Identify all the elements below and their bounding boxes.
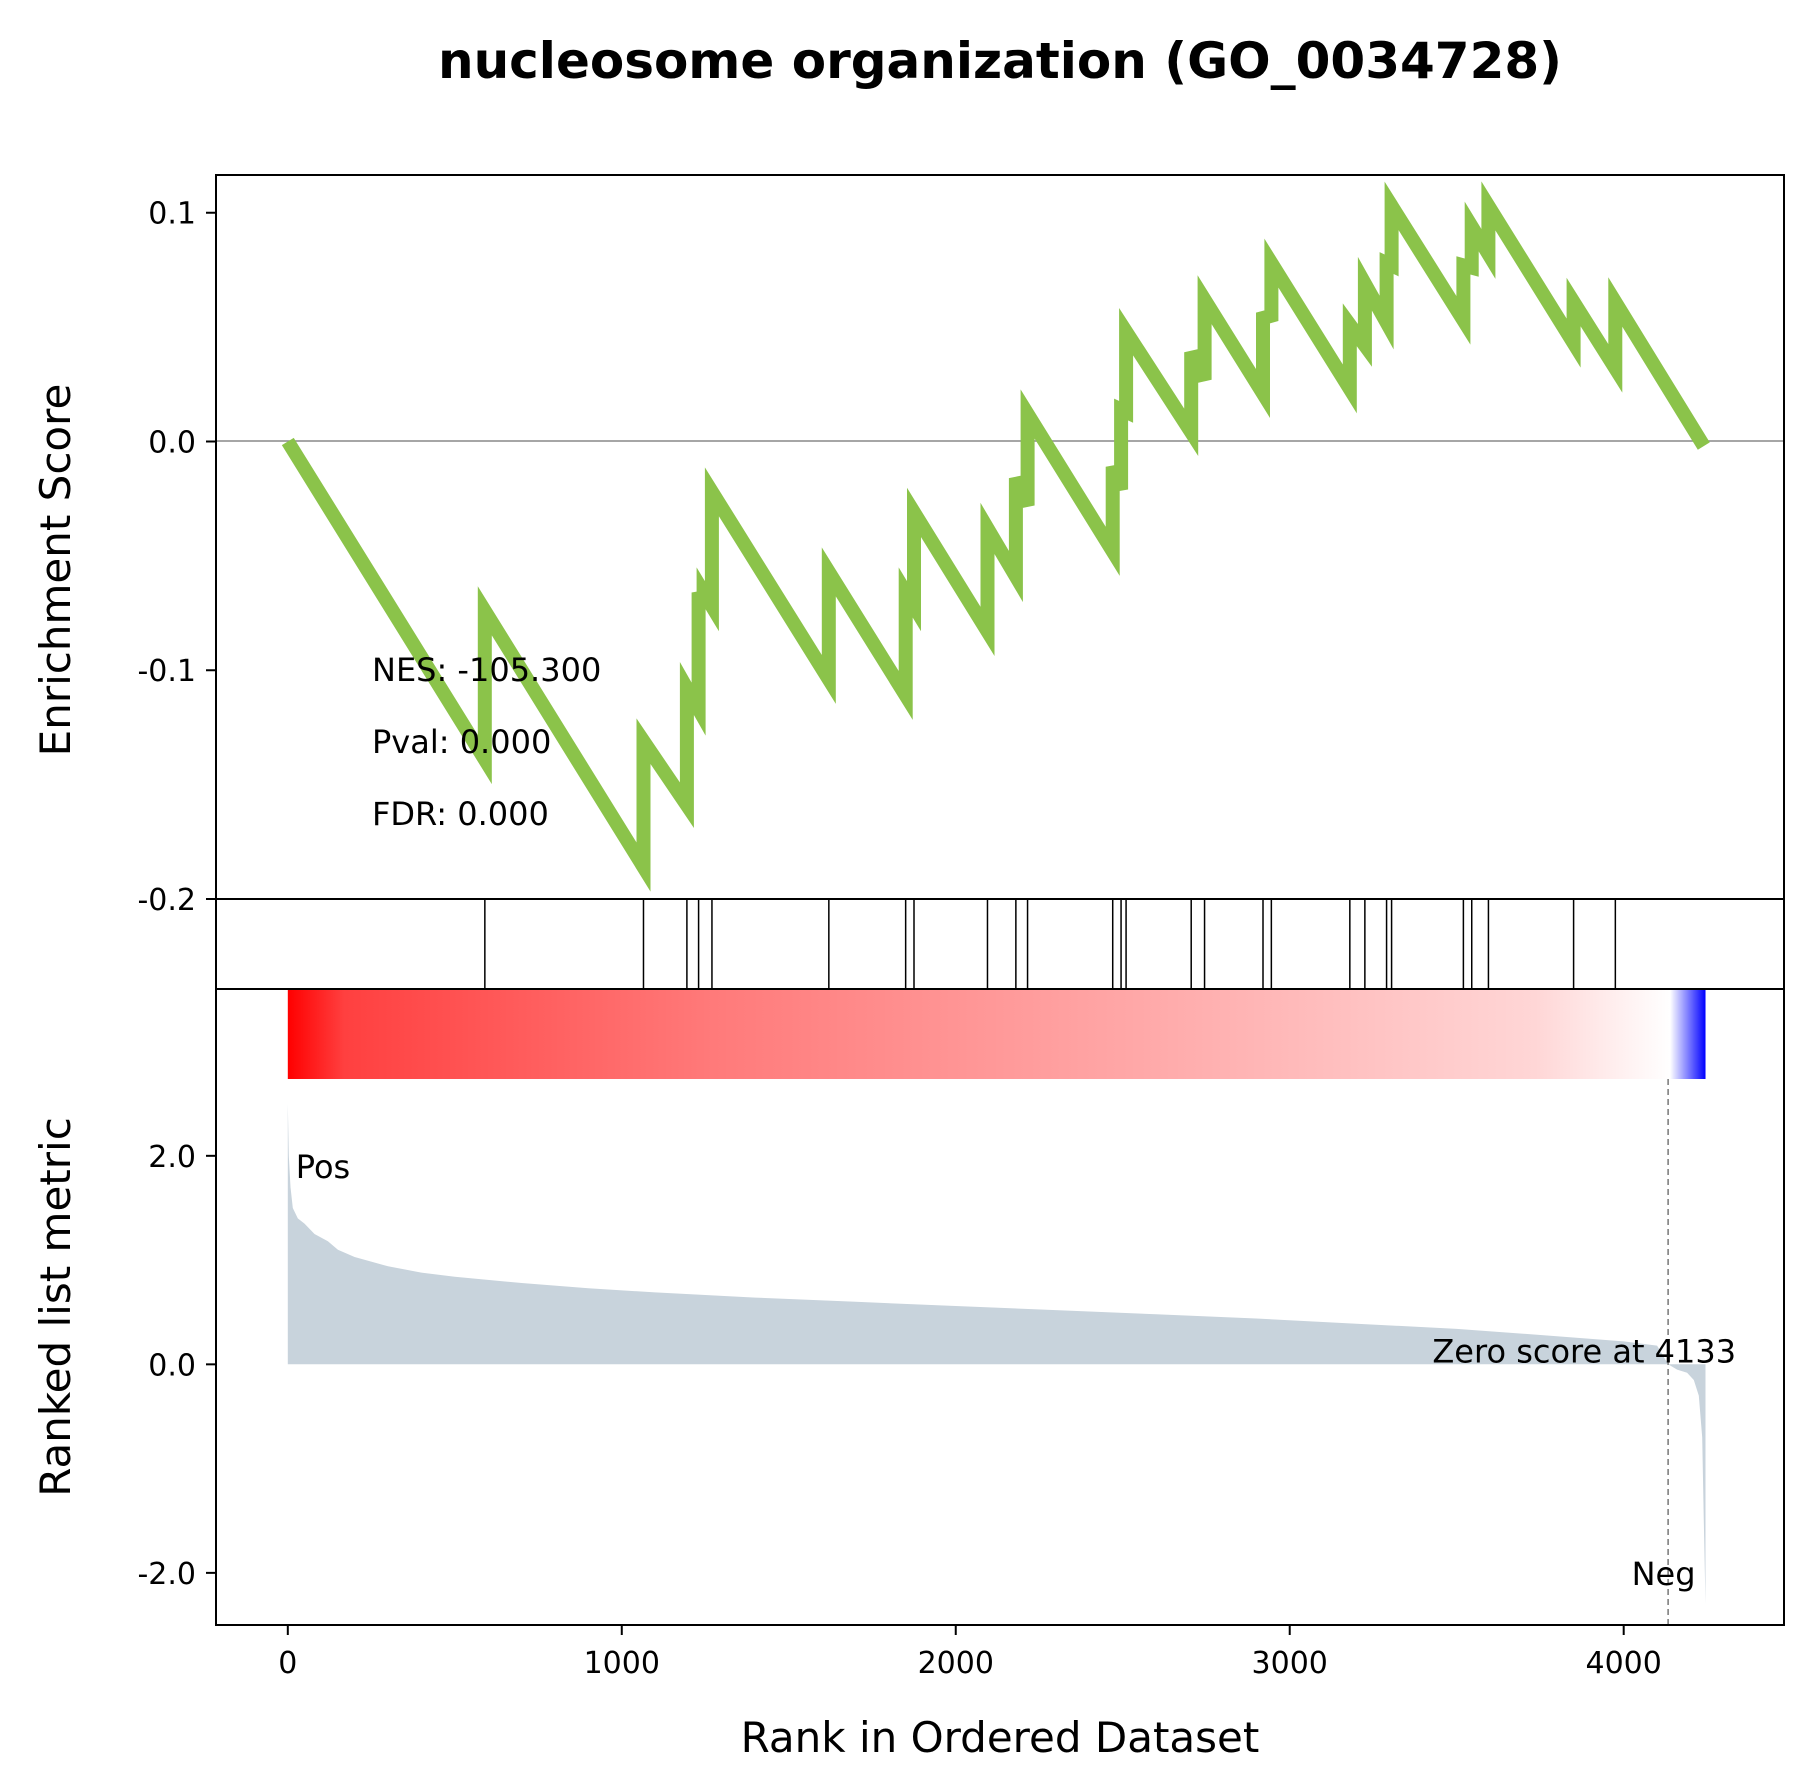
x-tick-label: 1000 <box>584 1646 660 1681</box>
pos-label: Pos <box>296 1148 350 1186</box>
x-tick-label: 2000 <box>918 1646 994 1681</box>
ranked-panel: Zero score at 4133 Pos Neg 2.0 0.0 -2.0 Ra… <box>31 988 1785 1626</box>
zero-score-label: Zero score at 4133 <box>1432 1332 1736 1370</box>
x-tick-label: 3000 <box>1252 1646 1328 1681</box>
hits-panel-frame <box>215 898 1785 990</box>
x-tick-label: 4000 <box>1586 1646 1662 1681</box>
x-axis-label: Rank in Ordered Dataset <box>741 1713 1260 1762</box>
ranked-y-tick-label: 0.0 <box>148 1348 196 1383</box>
ranked-y-axis-label: Ranked list metric <box>31 1117 80 1497</box>
running-es-line <box>281 181 1710 892</box>
es-panel: 0.1 0.0 -0.1 -0.2 Enrichment Score NES: -10… <box>31 174 1785 918</box>
es-y-tick-label: 0.0 <box>148 425 196 460</box>
ranked-y-tick-label: 2.0 <box>148 1140 196 1175</box>
chart-title: nucleosome organization (GO_0034728) <box>438 32 1562 90</box>
nes-stat: NES: -105.300 <box>372 651 601 689</box>
fdr-stat: FDR: 0.000 <box>372 795 549 833</box>
es-y-tick-label: -0.2 <box>137 883 196 918</box>
hits-panel <box>215 898 1785 990</box>
ranked-panel-frame <box>215 988 1785 1626</box>
es-y-tick-label: -0.1 <box>137 654 196 689</box>
ranked-y-tick-label: -2.0 <box>137 1557 196 1592</box>
pval-stat: Pval: 0.000 <box>372 723 551 761</box>
rank-colorbar <box>287 989 1706 1079</box>
es-y-tick-label: 0.1 <box>148 197 196 232</box>
es-y-axis-label: Enrichment Score <box>31 384 80 757</box>
ranked-metric-area <box>287 1103 1706 1605</box>
neg-label: Neg <box>1632 1555 1696 1593</box>
x-tick-label: 0 <box>278 1646 297 1681</box>
